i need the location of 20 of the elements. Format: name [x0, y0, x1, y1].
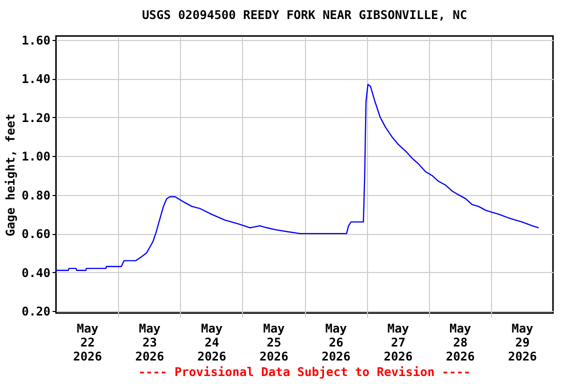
- x-tick-label: May 29 2026: [508, 322, 537, 364]
- y-axis-title: Gage height, feet: [4, 114, 18, 236]
- x-tick-label: May 25 2026: [259, 322, 288, 364]
- y-tick-label: 1.00: [22, 150, 50, 164]
- y-tick-label: 1.40: [22, 72, 50, 86]
- x-tick-label: May 22 2026: [73, 322, 102, 364]
- y-tick-label: 0.80: [22, 188, 50, 202]
- chart-title: USGS 02094500 REEDY FORK NEAR GIBSONVILLE, NC: [142, 8, 468, 22]
- x-tick-label: May 24 2026: [197, 322, 226, 364]
- x-tick-label: May 27 2026: [384, 322, 413, 364]
- x-tick-label: May 28 2026: [446, 322, 475, 364]
- y-tick-label: 1.20: [22, 110, 50, 125]
- line-series: [56, 84, 540, 271]
- x-tick-label: May 26 2026: [322, 322, 351, 364]
- y-tick-label: 1.60: [22, 33, 50, 48]
- y-tick-label: 0.20: [22, 304, 50, 319]
- text: ---- Provisional Data Subject to Revision ----: [138, 365, 471, 379]
- y-tick-label: 0.40: [22, 266, 50, 280]
- x-tick-label: May 23 2026: [135, 322, 164, 364]
- y-tick-label: 0.60: [22, 227, 50, 242]
